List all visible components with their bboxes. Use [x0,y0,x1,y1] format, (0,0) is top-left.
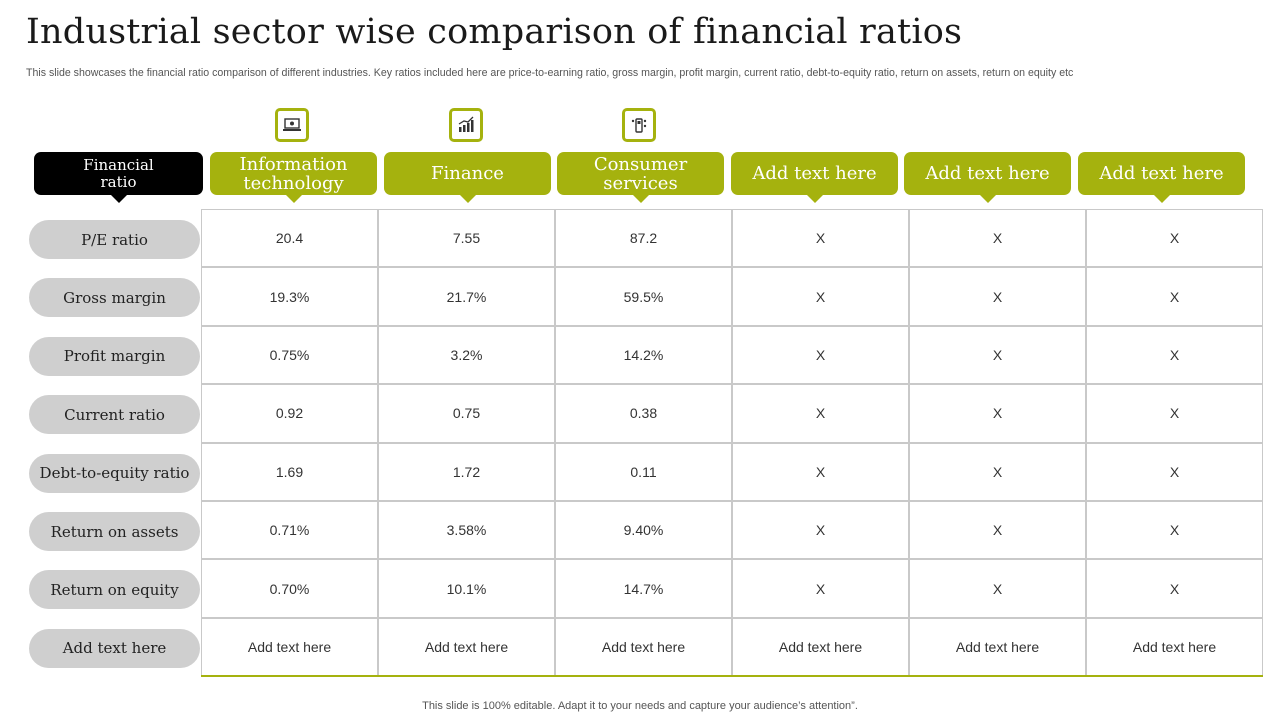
table-cell: X [1086,267,1263,326]
table-cell: Add text here [1086,617,1263,677]
header-information-technology: Information technology [210,152,377,203]
table-cell: 0.38 [555,384,732,443]
table-cell: 10.1% [378,559,555,618]
header-line: Consumer [593,153,688,175]
header-line: ratio [100,172,137,191]
header-add-text-1: Add text here [731,152,898,203]
table-cell: 1.72 [378,442,555,501]
table-cell: Add text here [732,617,909,677]
row-label: Current ratio [29,395,200,435]
table-cell: X [1086,384,1263,443]
table-cell: X [732,209,909,268]
table-cell: X [732,325,909,385]
header-add-text-2: Add text here [904,152,1071,203]
header-consumer-services: Consumer services [557,152,724,203]
row-label: Add text here [29,628,200,668]
table-cell: X [909,442,1086,501]
table-cell: Add text here [378,617,555,677]
table-cell: 3.2% [378,325,555,385]
table-cell: 9.40% [555,501,732,560]
row-label: P/E ratio [29,220,200,259]
table-cell: X [1086,442,1263,501]
page-subtitle: This slide showcases the financial ratio… [26,67,1074,79]
table-cell: 1.69 [201,442,378,501]
table-cell: X [732,384,909,443]
header-line: Add text here [752,163,877,184]
table-cell: 87.2 [555,209,732,268]
table-cell: 3.58% [378,501,555,560]
table-cell: 19.3% [201,267,378,326]
table-cell: 0.11 [555,442,732,501]
table-cell: X [1086,209,1263,268]
table-cell: X [909,325,1086,385]
page-title: Industrial sector wise comparison of fin… [26,12,963,52]
table-cell: 14.7% [555,559,732,618]
table-cell: 0.70% [201,559,378,618]
table-cell: X [909,209,1086,268]
table-cell: Add text here [555,617,732,677]
header-finance: Finance [384,152,551,203]
table-cell: X [732,267,909,326]
header-line: Financial [83,155,154,174]
growth-chart-icon [449,108,483,142]
row-label: Profit margin [29,336,200,376]
table-cell: X [732,501,909,560]
table-cell: 20.4 [201,209,378,268]
table-cell: X [909,384,1086,443]
table-cell: Add text here [909,617,1086,677]
table-cell: X [909,501,1086,560]
customer-service-icon [622,108,656,142]
header-line: Information [239,153,348,175]
table-cell: X [1086,559,1263,618]
table-cell: X [1086,501,1263,560]
table-bottom-rule [201,675,1263,677]
header-line: Finance [431,163,504,184]
header-add-text-3: Add text here [1078,152,1245,203]
footer-note: This slide is 100% editable. Adapt it to… [422,700,858,712]
table-cell: X [1086,325,1263,385]
header-line: services [603,172,678,194]
computer-icon [275,108,309,142]
row-label: Gross margin [29,278,200,318]
header-financial-ratio: Financial ratio [34,152,203,203]
ratio-table: 20.4 7.55 87.2 X X X 19.3% 21.7% 59.5% X X X 0.75% 3.… [201,209,1263,677]
table-cell: 0.75% [201,325,378,385]
header-line: Add text here [1099,163,1224,184]
table-cell: 0.92 [201,384,378,443]
table-cell: 0.71% [201,501,378,560]
table-cell: 0.75 [378,384,555,443]
table-cell: 7.55 [378,209,555,268]
table-cell: 21.7% [378,267,555,326]
table-cell: Add text here [201,617,378,677]
table-cell: X [732,559,909,618]
header-line: technology [243,172,344,194]
table-cell: X [909,559,1086,618]
row-label: Debt-to-equity ratio [29,453,200,493]
header-line: Add text here [925,163,1050,184]
table-cell: 59.5% [555,267,732,326]
table-cell: X [732,442,909,501]
table-cell: 14.2% [555,325,732,385]
row-label: Return on assets [29,512,200,551]
table-cell: X [909,267,1086,326]
row-label: Return on equity [29,570,200,610]
